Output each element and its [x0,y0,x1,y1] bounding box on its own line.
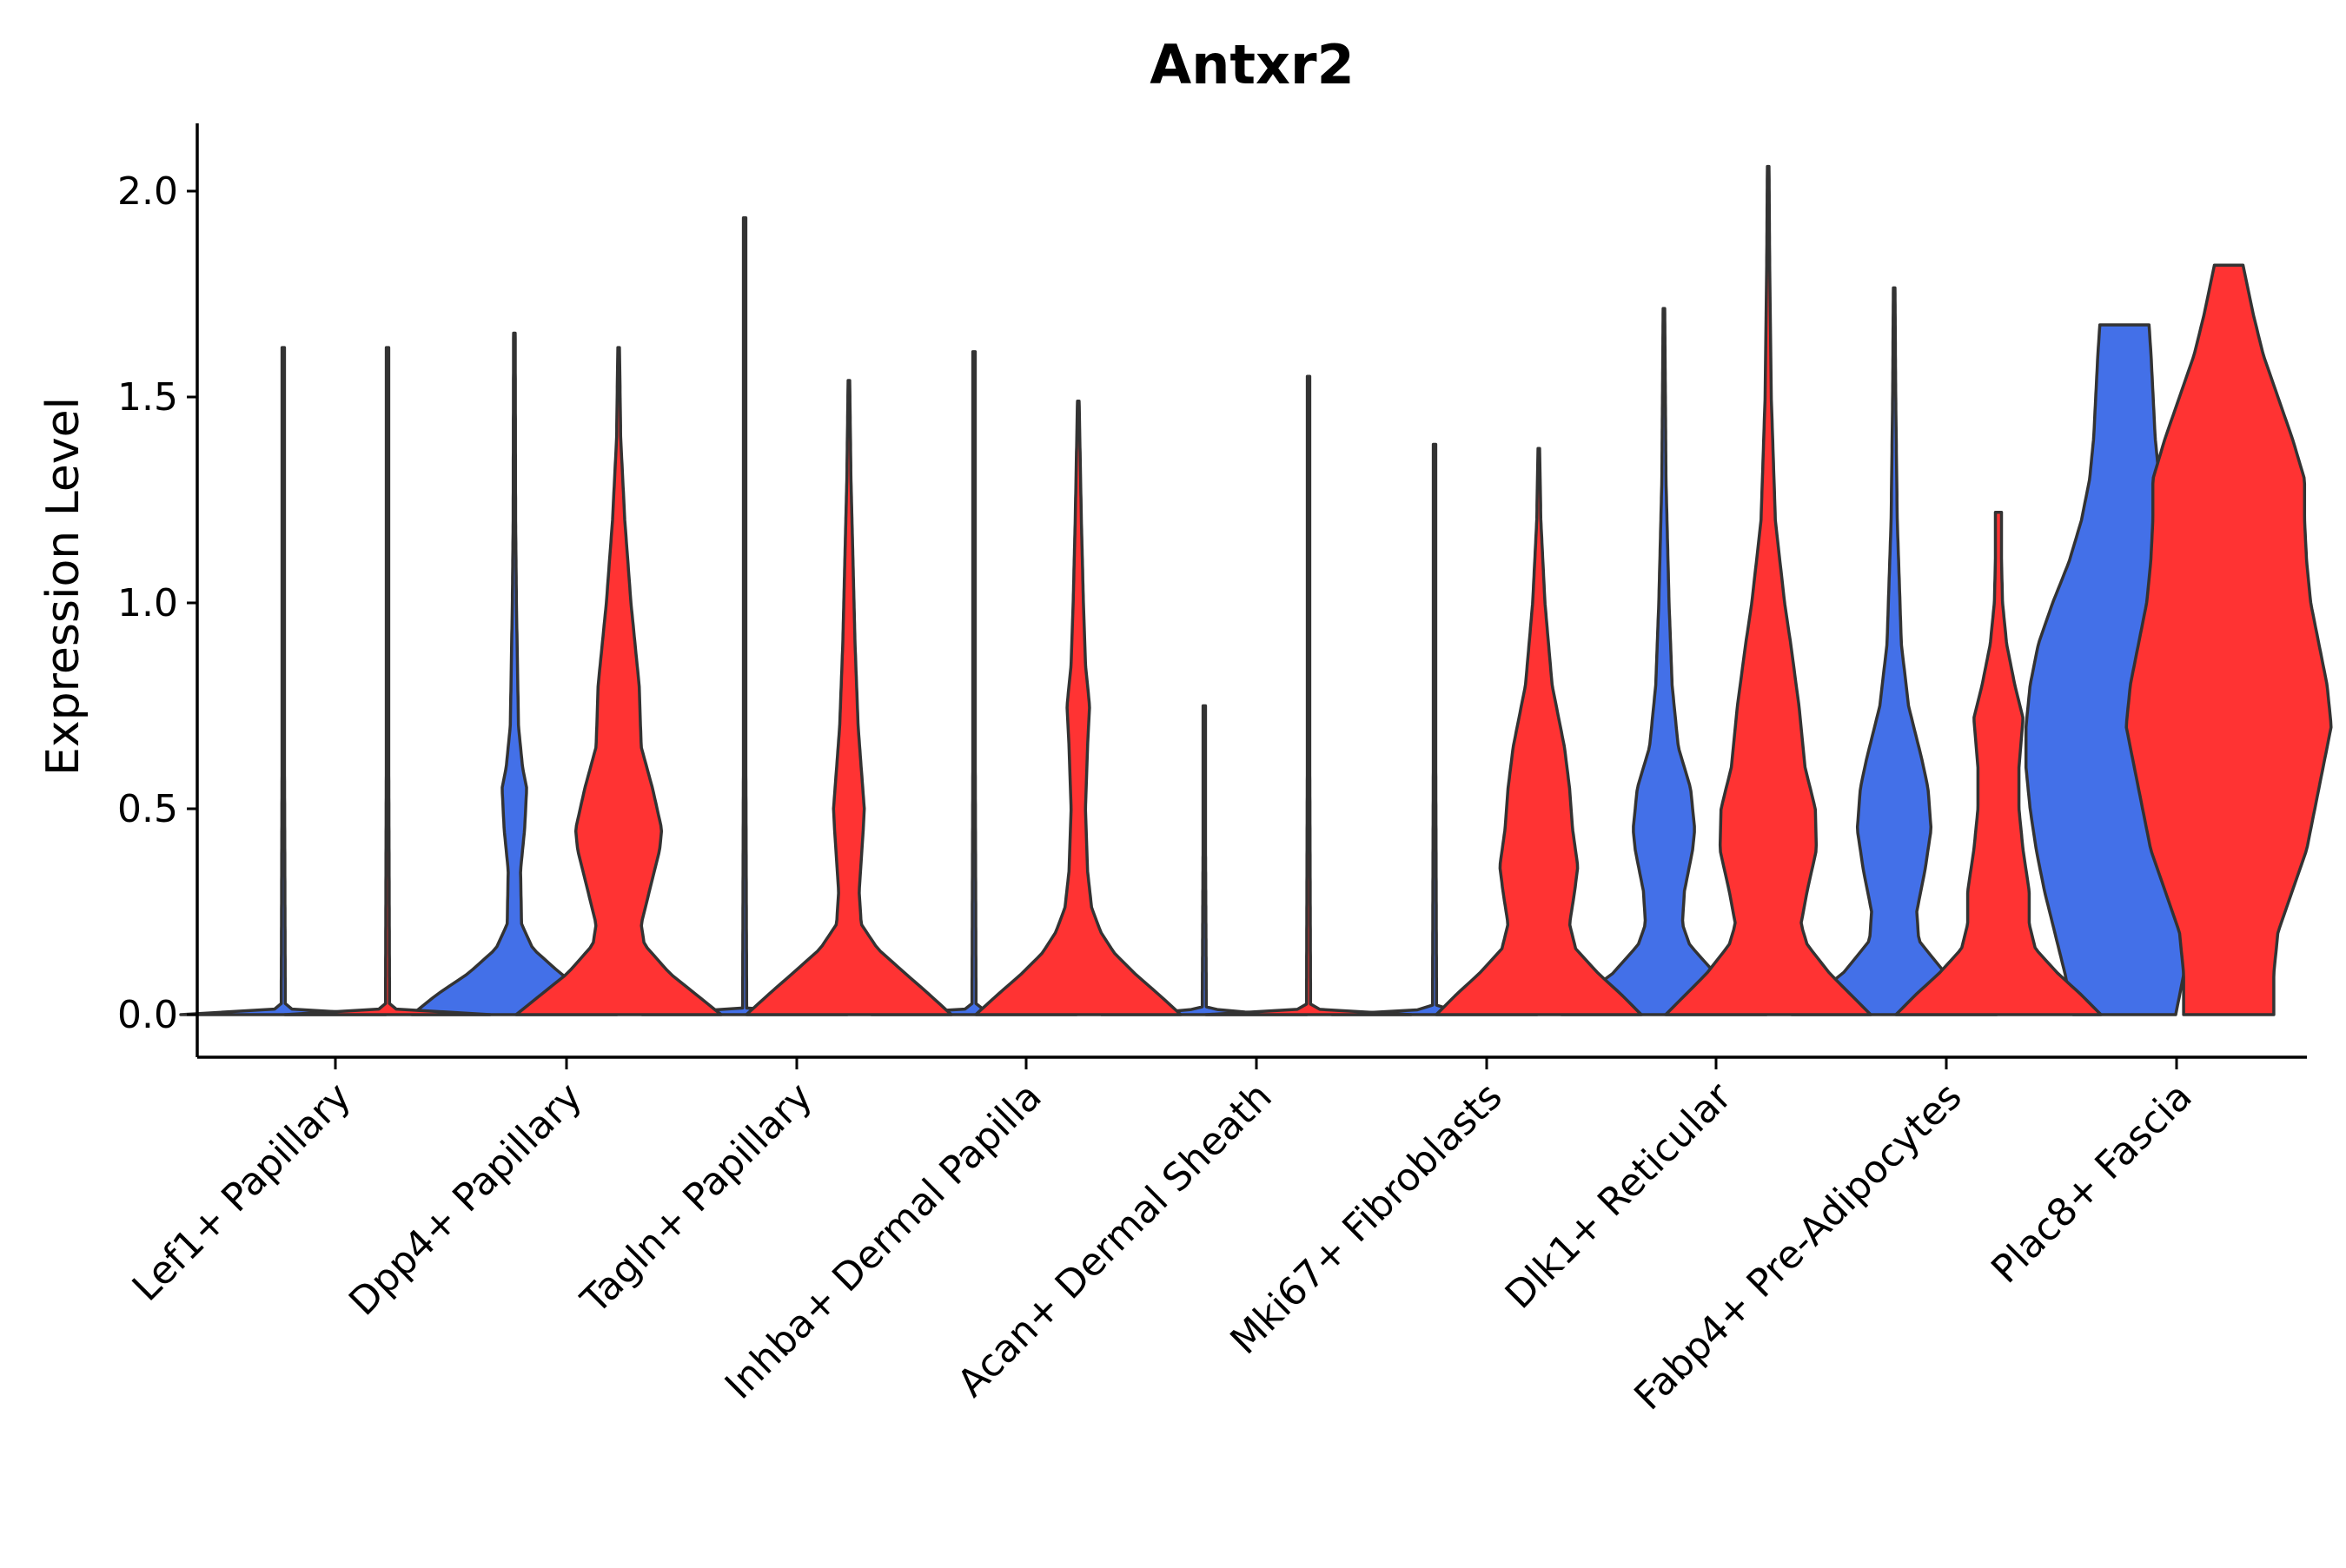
chart-title: Antxr2 [1150,33,1354,96]
x-category-label-0: Lef1+ Papillary [124,1075,360,1310]
violin-1-0 [179,346,388,1016]
violin-layer [179,164,2333,1016]
violin-2-5 [1435,447,1643,1016]
y-axis-label: Expression Level [37,397,89,776]
x-category-label-1: Dpp4+ Papillary [341,1075,591,1325]
violin-2-0 [283,346,492,1016]
x-category-label-6: Dlk1+ Reticular [1497,1074,1741,1318]
violin-2-3 [974,399,1183,1016]
violin-1-2 [640,216,849,1016]
y-tick-label-4: 2.0 [117,169,178,214]
y-tick-label-3: 1.5 [117,375,178,420]
y-tick-label-0: 0.0 [117,993,178,1037]
y-tick-label-1: 0.5 [117,787,178,831]
violin-2-8 [2124,263,2333,1016]
violin-2-7 [1894,510,2103,1016]
x-category-label-8: Plac8+ Fascia [1983,1075,2201,1293]
violin-2-2 [745,379,953,1016]
x-category-label-2: Tagln+ Papillary [573,1075,821,1323]
violin-1-5 [1330,442,1539,1016]
violin-2-6 [1664,164,1872,1016]
y-tick-label-2: 1.0 [117,581,178,625]
violin-2-4 [1204,374,1413,1016]
violin-1-3 [870,350,1078,1016]
violin-1-6 [1560,307,1768,1016]
violin-2-1 [514,346,723,1016]
violin-1-7 [1790,286,1998,1016]
violin-1-1 [410,331,619,1016]
violin-1-4 [1100,704,1309,1016]
